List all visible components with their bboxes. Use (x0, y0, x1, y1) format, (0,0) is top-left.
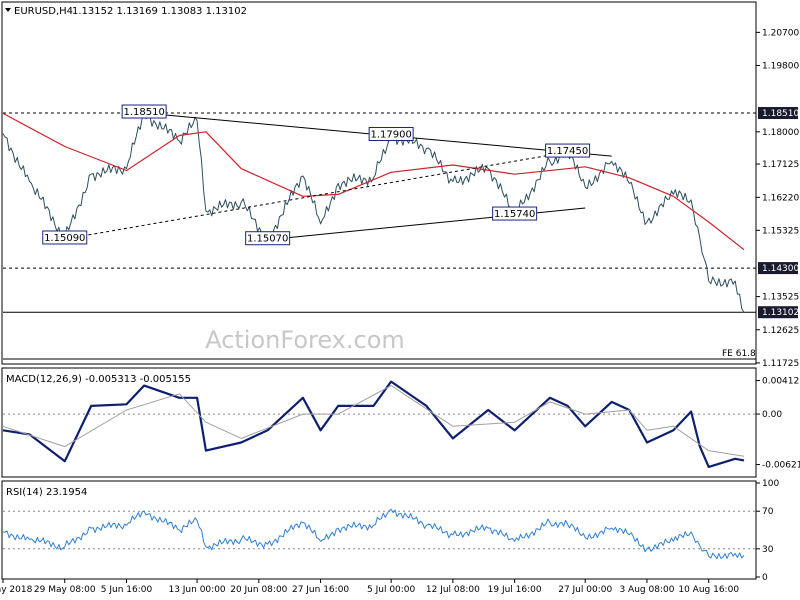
x-tick-label: 12 Jul 08:00 (426, 585, 480, 595)
y-tick-label: 1.15325 (762, 226, 799, 236)
price-annotation: 1.17450 (545, 143, 591, 158)
macd-main-series (2, 380, 745, 468)
fe-label: FE 61.8 (722, 349, 756, 359)
annotation-box (492, 206, 538, 221)
symbol-label: EURUSD,H4 (14, 6, 73, 17)
rsi-panel-frame (1, 480, 757, 580)
price-label-box (758, 107, 798, 120)
annotation-box (121, 104, 167, 119)
macd-signal-series (2, 385, 745, 457)
dropdown-arrow-icon[interactable] (5, 8, 11, 12)
annotation-text: 1.17450 (547, 146, 588, 157)
watermark: ActionForex.com (205, 326, 405, 354)
price-label-box (758, 262, 798, 275)
dashed-support-trendline (64, 151, 568, 240)
macd-panel-frame (1, 367, 757, 478)
annotation-box (245, 231, 291, 246)
price-annotation: 1.15070 (245, 231, 291, 246)
y-tick-label: 1.20700 (762, 28, 799, 38)
price-annotation: 1.18510 (121, 104, 167, 119)
y-tick-label: 1.11725 (762, 359, 799, 369)
y-tick-label: 70 (762, 507, 774, 517)
reference-lines (3, 112, 756, 550)
x-tick-label: 27 Jun 16:00 (292, 585, 349, 595)
y-tick-label: 1.16220 (762, 193, 799, 203)
y-tick-label: 1.14300 (762, 264, 799, 274)
x-tick-label: 22 May 2018 (0, 585, 33, 595)
x-tick-label: 29 May 08:00 (34, 585, 96, 595)
price-series (2, 112, 745, 313)
series-layer (2, 112, 745, 560)
x-tick-label: 20 Jun 08:00 (230, 585, 287, 595)
x-tick-label: 27 Jul 00:00 (558, 585, 612, 595)
rsi-title: RSI(14) 23.1954 (6, 487, 87, 498)
annotations: 1.18510 1.17900 1.17450 1.15740 1.15090 1.150… (42, 104, 591, 246)
x-tick-label: 5 Jun 16:00 (101, 585, 153, 595)
annotation-box (368, 126, 414, 141)
y-tick-label: 1.13102 (762, 308, 799, 318)
y-tick-label: 1.18000 (762, 128, 799, 138)
axes: 1.20700 1.19800 1.18510 1.18000 1.17125 1.162… (0, 28, 800, 595)
x-tick-label: 3 Aug 08:00 (619, 585, 674, 595)
price-label-box (758, 306, 798, 319)
macd-title: MACD(12,26,9) -0.005313 -0.005155 (6, 374, 191, 385)
annotation-box (545, 143, 591, 158)
annotation-text: 1.17900 (370, 129, 411, 140)
annotation-text: 1.15740 (494, 209, 535, 220)
y-tick-label: 100 (762, 479, 779, 489)
annotation-text: 1.15090 (44, 233, 85, 244)
annotation-box (42, 230, 88, 245)
x-tick-label: 13 Jun 00:00 (168, 585, 225, 595)
ohlc-values: 1.13152 1.13169 1.13083 1.13102 (72, 6, 247, 17)
y-tick-label: 30 (762, 545, 774, 555)
x-tick-label: 19 Jul 16:00 (488, 585, 542, 595)
y-tick-label: 1.17125 (762, 160, 799, 170)
price-annotation: 1.15740 (492, 206, 538, 221)
price-annotation: 1.17900 (368, 126, 414, 141)
price-annotation: 1.15090 (42, 230, 88, 245)
y-tick-label: 0.004125 (762, 377, 800, 387)
y-tick-label: 0.00 (762, 410, 782, 420)
y-tick-label: 1.12625 (762, 326, 799, 336)
y-tick-label: 0 (762, 573, 768, 583)
annotation-text: 1.18510 (123, 107, 164, 118)
chart-header: EURUSD,H4 1.13152 1.13169 1.13083 1.1310… (5, 6, 247, 17)
y-tick-label: 1.13525 (762, 293, 799, 303)
moving-average-series (2, 112, 745, 251)
y-tick-label: 1.19800 (762, 62, 799, 72)
rsi-series (2, 508, 745, 560)
y-tick-label: -0.006218 (762, 461, 800, 471)
x-tick-label: 10 Aug 16:00 (678, 585, 739, 595)
y-tick-label: 1.18510 (762, 109, 799, 119)
annotation-text: 1.15070 (247, 234, 288, 245)
x-tick-label: 5 Jul 00:00 (367, 585, 416, 595)
